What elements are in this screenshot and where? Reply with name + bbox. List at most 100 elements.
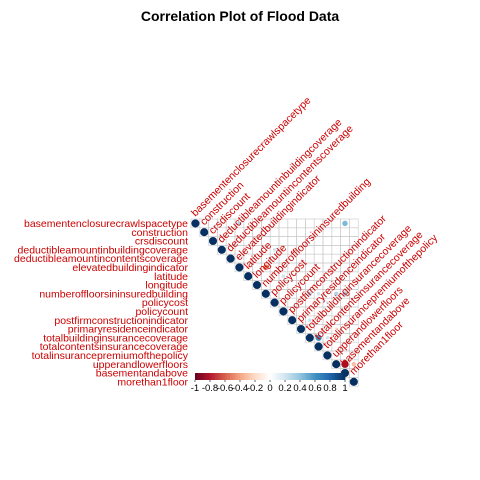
correlation-circle: [246, 265, 251, 270]
colorbar-segment: [337, 373, 341, 380]
grid-cell: [278, 227, 289, 237]
row-label: postfirmconstructionindicator: [54, 315, 188, 327]
colorbar-segment: [220, 373, 223, 380]
row-label: crsdiscount: [135, 236, 188, 248]
colorbar-tick-label: -0.6: [217, 383, 233, 394]
grid-cell: [296, 218, 306, 229]
row-label: policycost: [142, 297, 188, 309]
colorbar-segment: [232, 373, 236, 380]
colorbar-segment: [330, 373, 333, 380]
colorbar-segment: [320, 373, 323, 380]
colorbar-segment: [265, 373, 268, 380]
colorbar-segment: [207, 373, 211, 380]
correlation-circle: [333, 291, 339, 297]
row-label: latitude: [154, 271, 188, 283]
correlation-circle: [305, 333, 314, 342]
correlation-circle: [315, 334, 322, 341]
row-label: construction: [131, 227, 188, 239]
correlation-circle: [307, 291, 313, 297]
colorbar-segment: [227, 373, 231, 380]
correlation-circle: [314, 342, 323, 351]
correlation-circle: [281, 265, 285, 269]
colorbar-segment: [277, 373, 281, 380]
correlation-circle: [281, 274, 286, 279]
row-label: elevatedbuildingindicator: [72, 262, 188, 274]
colorbar-tick-label: 0.2: [278, 383, 291, 394]
colorbar-segment: [312, 373, 316, 380]
colorbar-segment: [262, 373, 266, 380]
colorbar-segment: [237, 373, 241, 380]
colorbar-segment: [307, 373, 311, 380]
correlation-circle: [270, 298, 279, 307]
grid-cell: [331, 236, 341, 246]
correlation-circle: [200, 228, 209, 237]
colorbar-segment: [202, 373, 206, 380]
colorbar-segment: [332, 373, 336, 380]
colorbar-tick-label: -0.4: [232, 383, 248, 394]
colorbar-segment: [230, 373, 233, 380]
colorbar-segment: [290, 373, 293, 380]
colorbar-segment: [285, 373, 288, 380]
colorbar-segment: [317, 373, 321, 380]
colorbar-segment: [287, 373, 291, 380]
grid-cell: [313, 253, 324, 264]
correlation-circle: [341, 360, 349, 368]
correlation-circle: [208, 236, 218, 246]
colorbar-segment: [295, 373, 298, 380]
colorbar-segment: [222, 373, 226, 380]
grid-cell: [340, 227, 350, 237]
correlation-circle: [334, 327, 338, 331]
colorbar-tick-label: 0.4: [293, 383, 306, 394]
row-label: basementandabove: [96, 368, 188, 380]
row-label: numberoffloorsininsuredbuilding: [39, 288, 188, 300]
correlation-circle: [237, 221, 242, 226]
correlation-circle: [332, 360, 341, 369]
correlation-circle: [235, 263, 244, 272]
colorbar-segment: [245, 373, 248, 380]
correlation-circle: [290, 309, 294, 313]
colorbar-tick-label: -0.8: [202, 383, 218, 394]
grid-layer: [190, 218, 359, 387]
colorbar-segment: [305, 373, 308, 380]
row-label: policycount: [135, 306, 188, 318]
colorbar-segment: [297, 373, 301, 380]
colorbar-segment: [255, 373, 258, 380]
correlation-circle: [261, 289, 270, 298]
colorbar-tick-label: -0.2: [247, 383, 263, 394]
colorbar-segment: [327, 373, 331, 380]
correlation-circle: [252, 280, 262, 290]
colorbar-segment: [205, 373, 208, 380]
colorbar-segment: [342, 373, 346, 380]
correlation-circle: [351, 361, 357, 367]
colorbar-segment: [292, 373, 296, 380]
colorbar-segment: [197, 373, 201, 380]
colorbar-segment: [267, 373, 271, 380]
row-label: totalinsurancepremiumofthepolicy: [32, 350, 189, 362]
row-label: deductibleamountincontentscoverage: [14, 253, 188, 265]
colorbar-segment: [275, 373, 278, 380]
correlation-circle: [307, 318, 312, 323]
colorbar-segment: [247, 373, 251, 380]
correlation-circle: [262, 264, 269, 271]
colorbar-segment: [302, 373, 306, 380]
colorbar-segment: [335, 373, 338, 380]
row-label: basementenclosurecrawlspacetype: [24, 218, 188, 230]
grid-cell: [349, 377, 359, 387]
colorbar-segment: [315, 373, 318, 380]
colorbar-tick-label: 0: [267, 383, 272, 394]
row-label: primaryresidenceindicator: [68, 324, 189, 336]
colorbar-segment: [322, 373, 326, 380]
grid-cell: [331, 227, 341, 237]
colorbar-segment: [242, 373, 246, 380]
column-labels: basementenclosurecrawlspacetypeconstruct…: [189, 95, 441, 378]
correlation-circle: [272, 247, 277, 252]
colorbar-segment: [272, 373, 276, 380]
correlation-circle: [325, 301, 329, 305]
grid-cell: [313, 245, 324, 255]
colorbar-segment: [235, 373, 238, 380]
colorbar-tick-label: 0.6: [308, 383, 321, 394]
correlation-circle: [349, 377, 358, 386]
row-label: totalcontentsinsurancecoverage: [40, 341, 188, 353]
row-label: deductibleamountinbuildingcoverage: [18, 244, 189, 256]
